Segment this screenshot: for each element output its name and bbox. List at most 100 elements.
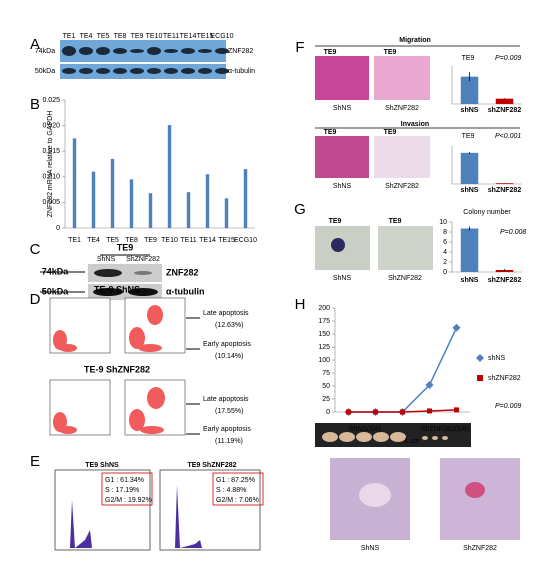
y-tick-label: 0.025 [42,97,60,104]
image-label: TE9 [324,129,337,136]
band [198,49,212,53]
phase-value: G2/M : 19.92% [105,497,152,504]
chart-title: TE9 [462,133,475,140]
annotation: P=0.009 [495,403,521,410]
band [215,68,229,74]
band [96,68,110,74]
phase-value: G1 : 87.25% [216,477,255,484]
bar [148,193,153,228]
lane-label: TE9 [131,33,144,40]
x-tick-label: shNS [461,107,479,114]
phase-value: S : 17.19% [105,487,139,494]
y-tick-label: 25 [322,396,330,403]
gate-percent: (10.14%) [215,353,243,360]
y-tick-label: 0.020 [42,122,60,129]
y-tick-label: 75 [322,370,330,377]
y-tick-label: 0.010 [42,174,60,181]
bar [205,174,210,228]
x-tick-label: TE1 [68,237,81,244]
chart-title: Colony number [463,209,511,216]
bar [495,98,514,104]
marker [425,380,434,389]
histogram [58,500,148,548]
flow-plots [49,297,186,436]
y-axis-label: ZNF282 mRNA relative to GAPDH [47,111,54,218]
y-tick-label: 100 [318,357,330,364]
marker [454,407,459,413]
x-tick-label: TE4 [87,237,100,244]
bar [167,125,172,228]
image-caption: ShZNF282 [385,183,419,190]
section-title: Invasion [401,121,429,128]
x-tick-label: TE8 [125,237,138,244]
phase-value: G2/M : 7.06% [216,497,259,504]
y-tick-label: 6 [443,239,447,246]
band [130,49,144,53]
mw-marker: 50kDa [42,286,70,296]
legend-swatch [477,375,483,381]
bar [243,169,248,228]
gate-label: Early apoptosis [203,341,251,348]
protein-label: ZNF282 [166,267,199,277]
band [181,68,195,74]
y-tick-label: 10 [439,219,447,226]
lane-label: TE15 [197,33,214,40]
y-tick-label: 175 [318,318,330,325]
bar [495,183,514,184]
panel-letter: C [30,241,41,258]
group-label: TE-9 ShZNF282 [84,364,150,374]
y-tick-label: 50 [322,383,330,390]
phase-value: G1 : 61.34% [105,477,144,484]
bar [72,138,77,228]
x-tick-label: shZNF282 [488,187,522,194]
band [164,68,178,74]
group-label: ShNS [97,256,116,263]
marker [452,323,461,332]
panel-letter: G [294,201,306,218]
bar [129,179,134,228]
x-tick-label: TE14 [199,237,216,244]
histogram-frames [54,469,261,551]
x-tick-label: shZNF282 [488,277,522,284]
band [93,288,123,296]
protein-label: ZNF282 [228,48,253,55]
micrographs [315,56,520,540]
image-caption: ShNS [333,183,352,190]
y-tick-label: 0.005 [42,199,60,206]
blot-znf282 [88,264,162,282]
phase-boxes [101,472,264,506]
cell-line: TE9 [117,242,134,252]
bar [224,198,229,228]
band [79,47,93,55]
flow-events [53,305,165,434]
histogram [163,485,258,548]
x-tick-label: TE11 [180,237,196,244]
band [128,288,158,296]
mw-marker: 50kDa [35,68,55,75]
bar [460,228,479,272]
lane-label: TE1 [63,33,76,40]
annotation: P=0.009 [495,55,521,62]
panel-letter: H [295,296,306,313]
panel-letter: D [30,291,41,308]
gate-percent: (12.63%) [215,322,243,329]
lane-label: TE5 [97,33,110,40]
strip-label: ShZNF282(5/6) [421,426,469,433]
panel-letter: E [30,453,40,470]
tumors [322,432,448,442]
y-tick-label: 0.015 [42,148,60,155]
image-caption: ShNS [361,545,380,552]
gate-percent: (11.19%) [215,438,243,445]
y-tick-label: 200 [318,305,330,312]
band [94,269,122,277]
image-caption: ShZNF282 [463,545,497,552]
y-tick-label: 0 [443,269,447,276]
gate-label: Late apoptosis [203,310,249,317]
y-tick-label: 0 [326,409,330,416]
section-title: Migration [399,37,431,44]
x-tick-label: TE15 [218,237,235,244]
image-label: TE9 [389,218,402,225]
image-caption: ShNS [333,105,352,112]
lane-label: TE10 [146,33,163,40]
